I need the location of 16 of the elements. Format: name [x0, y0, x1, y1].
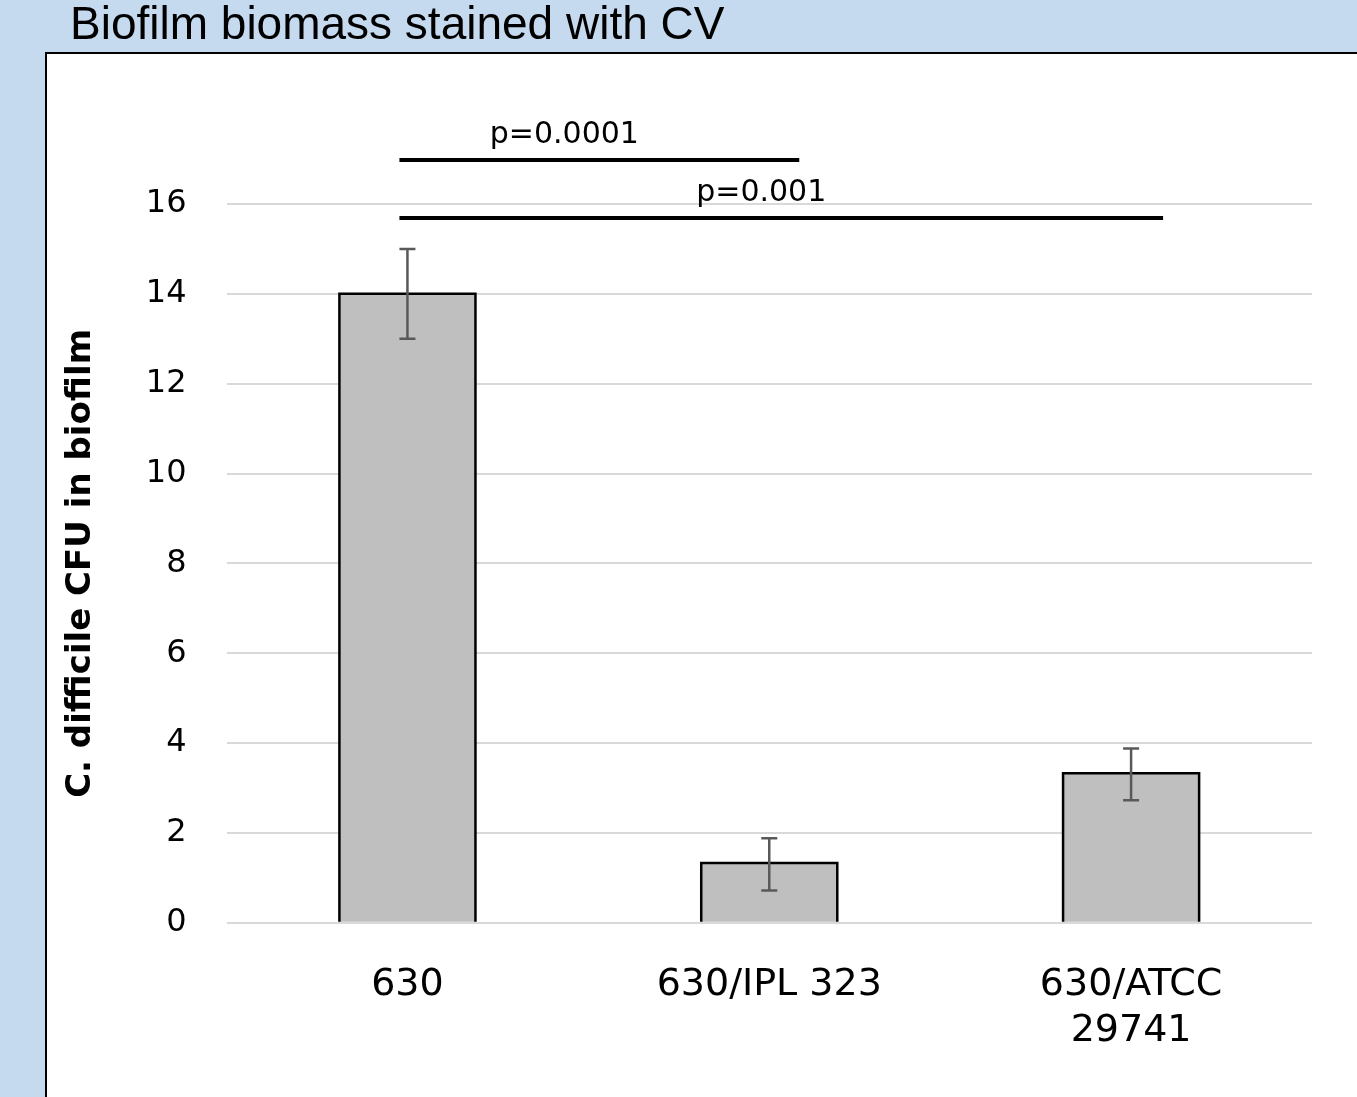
- y-tick-label: 8: [166, 541, 187, 580]
- y-tick-label: 14: [145, 272, 187, 311]
- y-tick-label: 12: [145, 362, 187, 401]
- chart-title: Biofilm biomass stained with CV: [70, 0, 725, 50]
- y-tick-label: 4: [166, 721, 187, 760]
- x-tick-label: 630/ATCC 29741: [1039, 960, 1223, 1051]
- text: p=0.0001: [489, 114, 639, 150]
- x-tick-label: 630/IPL 323: [656, 960, 882, 1005]
- y-tick-label: 10: [145, 451, 187, 490]
- y-tick-label: 16: [145, 182, 187, 221]
- y-tick-label: 6: [166, 631, 187, 670]
- x-tick-label: 630: [371, 960, 444, 1005]
- y-axis-title: C. difficile CFU in biofilm: [58, 328, 99, 798]
- y-tick-label: 0: [166, 901, 187, 940]
- annotation: p=0.001: [696, 172, 827, 208]
- y-tick-label: 2: [166, 811, 187, 850]
